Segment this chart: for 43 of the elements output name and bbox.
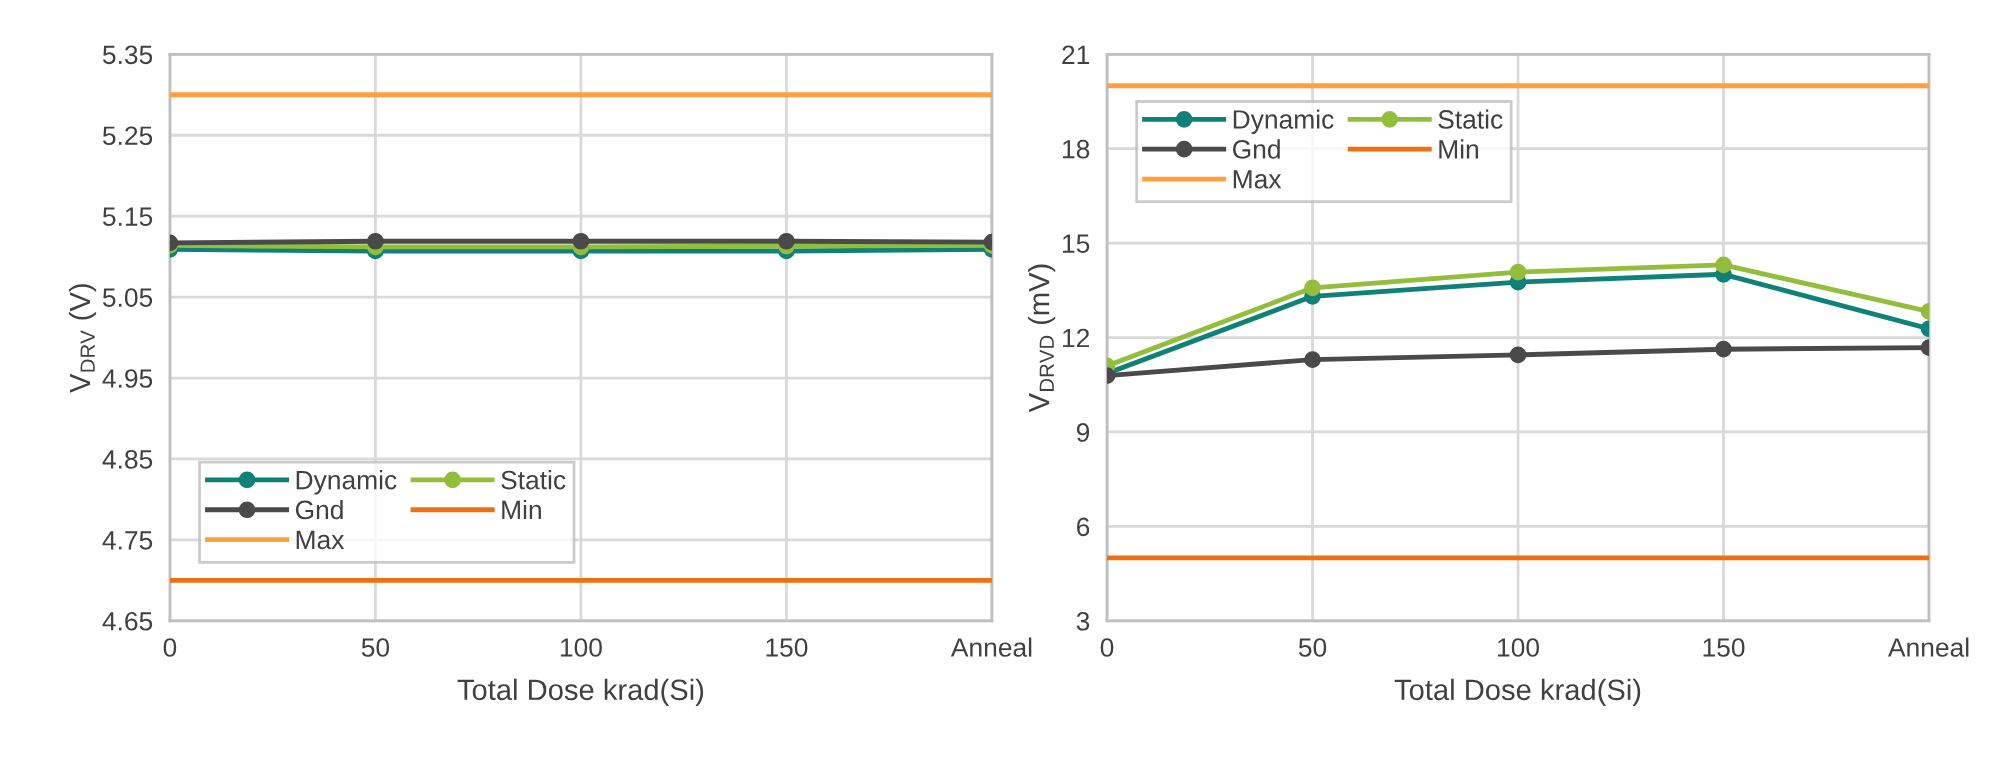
y-tick-label: 4.65 [102,611,153,631]
point [1715,340,1732,358]
y-tick-label: 4.95 [102,369,153,388]
y-tick-label: 5.35 [102,45,153,65]
y-tick-label: 9 [1076,423,1090,442]
x-tick-label: 100 [1498,638,1540,657]
point [1509,346,1527,364]
legend-label: Min [502,499,541,520]
legend-label: Gnd [295,499,343,520]
y-axis-title: V$_{DRVD}$ (mV) [1028,264,1056,413]
legend-label: Dynamic [1233,109,1334,135]
x-axis-title: Total Dose krad(Si) [457,678,704,706]
y-tick-label: 12 [1063,328,1090,348]
y-tick-label: 18 [1063,139,1090,159]
y-tick-label: 15 [1063,234,1090,253]
x-tick-label: 100 [560,638,602,657]
y-tick-label: 21 [1062,45,1090,64]
x-tick-label: 50 [361,638,390,657]
x-tick-label: 150 [1703,638,1745,657]
x-tick-label: Anneal [1888,637,1969,657]
legend-label: Dynamic [296,470,397,495]
legend-label: Max [1233,170,1282,189]
y-tick-label: 3 [1076,611,1090,631]
legend-label: Min [1439,139,1479,159]
y-tick-label: 4.85 [102,450,153,469]
x-tick-label: 0 [1100,638,1114,657]
y-tick-label: 5.05 [102,288,153,307]
legend-label: Static [1438,109,1503,129]
x-tick-label: 0 [163,638,177,657]
y-axis-title: V$_{DRV}$ (V) [68,284,97,393]
point [1715,256,1732,274]
legend-label: Gnd [1232,139,1280,159]
x-tick-label: 50 [1298,638,1327,657]
legend-label: Static [501,470,566,490]
x-axis-title: Total Dose krad(Si) [1394,678,1641,706]
y-tick-label: 4.75 [102,531,153,550]
legend-label: Max [296,530,345,550]
x-tick-label: Anneal [950,637,1032,657]
y-tick-label: 5.15 [102,207,153,226]
y-tick-label: 6 [1077,517,1090,537]
y-tick-label: 5.25 [102,126,153,146]
point [1509,263,1527,281]
x-tick-label: 150 [766,638,808,657]
